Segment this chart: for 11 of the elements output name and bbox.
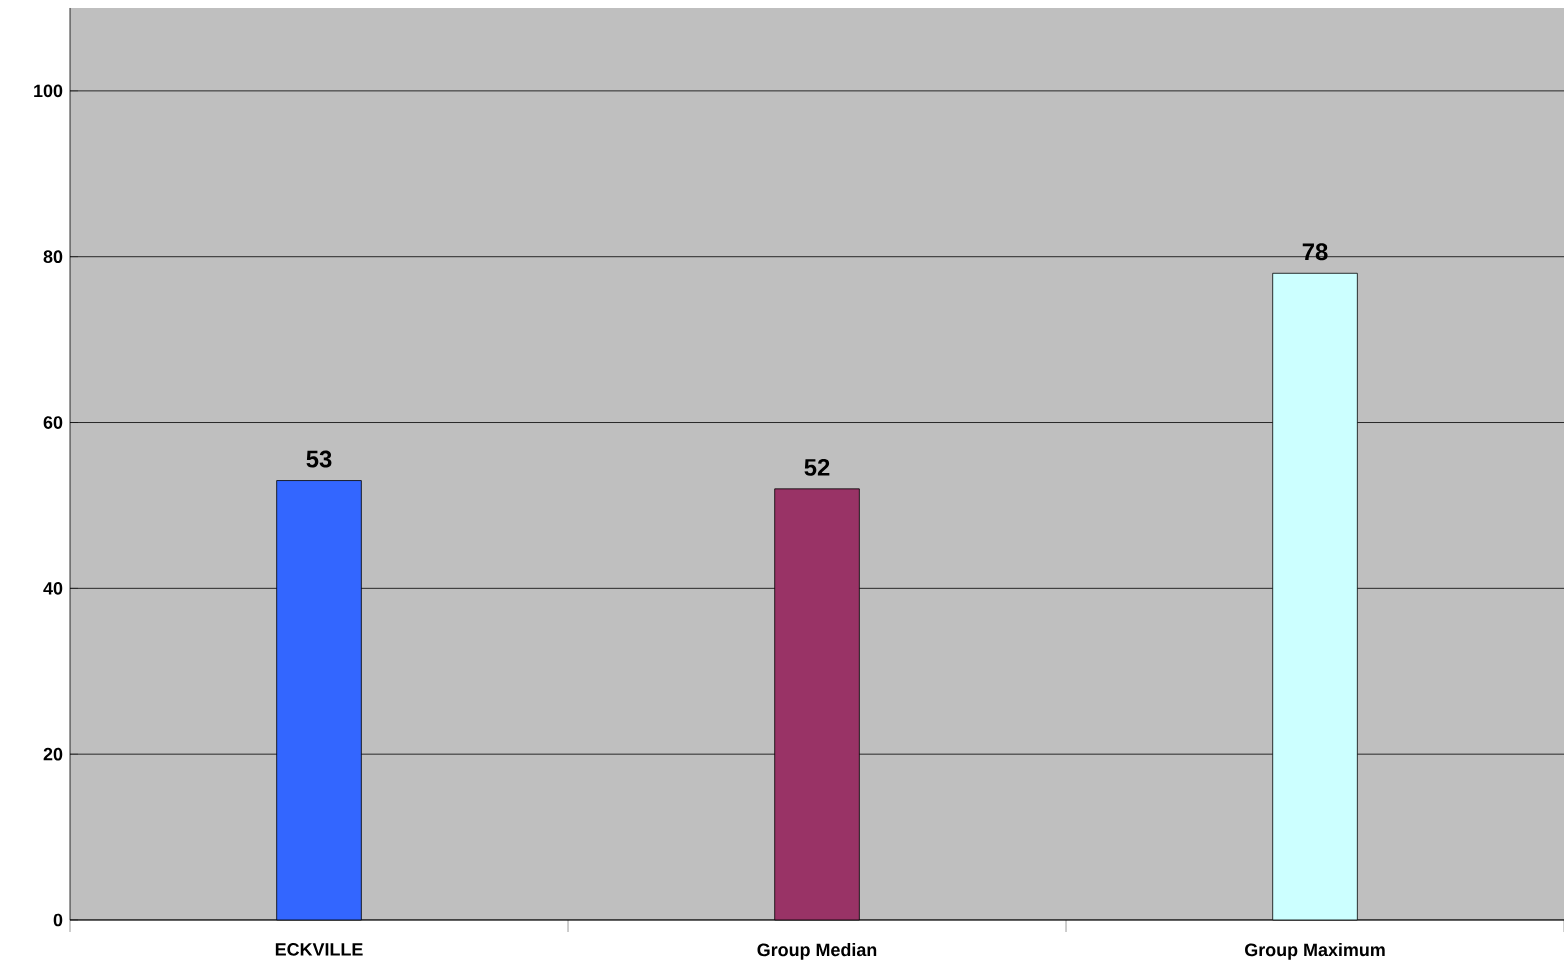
x-tick-label: ECKVILLE [275, 943, 363, 956]
x-tick-label: Group Median [757, 943, 877, 960]
y-tick-label: 100 [34, 84, 63, 98]
y-tick-label: 80 [43, 250, 63, 264]
y-tick-label: 20 [43, 747, 63, 761]
data-label: 52 [804, 458, 830, 476]
x-tick-label: Group Maximum [1245, 943, 1385, 960]
y-tick-label: 0 [53, 913, 63, 927]
y-tick-label: 60 [43, 416, 63, 429]
data-label: 53 [306, 450, 332, 468]
y-tick-label: 40 [43, 581, 63, 595]
